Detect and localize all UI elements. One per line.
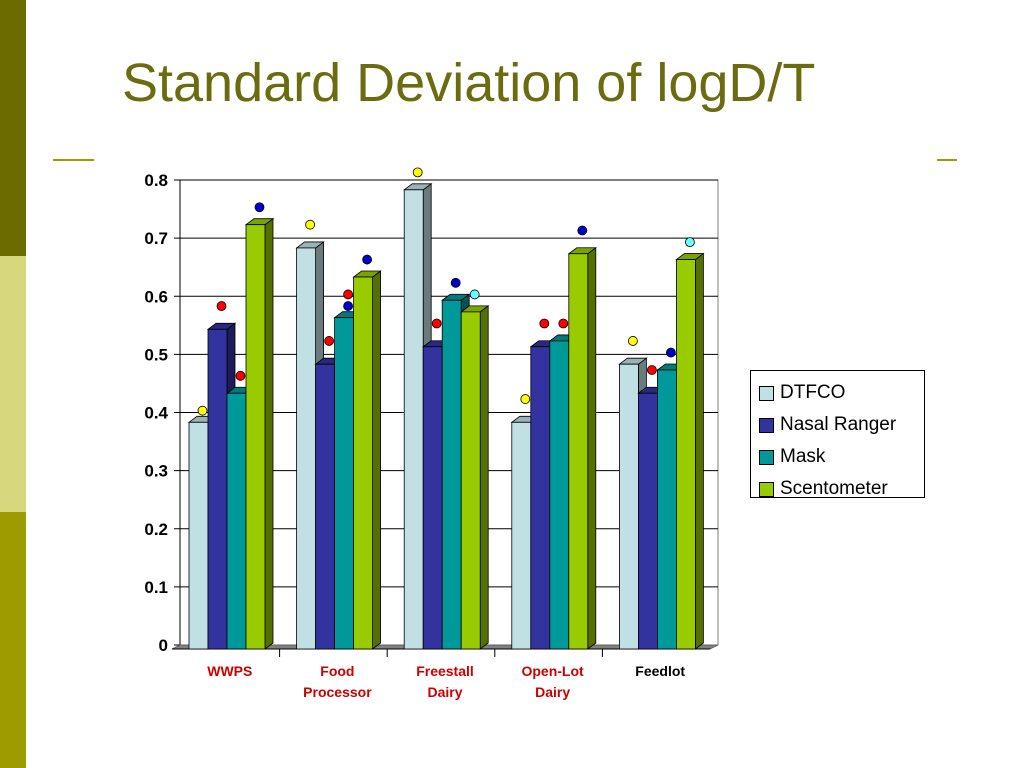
y-tick-label: 0.8 [144,171,168,190]
title-rule-right [937,159,957,161]
marker-dot [628,336,638,346]
bar-scentometer-3 [567,246,597,650]
marker-dot [305,219,316,230]
marker-dot [520,394,531,404]
marker-dot [324,336,335,346]
legend-item-scentometer: Scentometer [759,473,924,505]
bar-scentometer-1 [352,270,382,650]
marker-dot [431,318,442,329]
marker-dot [469,289,480,300]
marker-dot [666,347,676,358]
marker-dot [685,237,695,248]
marker-dot [216,301,227,311]
accent-bar-bottom [0,512,26,768]
marker-dot [647,365,657,375]
x-category-label: WWPS [207,663,252,679]
y-tick-label: 0.5 [144,345,168,364]
legend-label: Nasal Ranger [780,414,897,435]
x-category-label: Feedlot [635,663,685,679]
legend-item-nasal-ranger: Nasal Ranger [759,409,924,441]
x-category-label: Open-Lot Dairy [521,663,584,700]
marker-dot [450,277,461,288]
x-category-label: Freestall Dairy [416,663,474,700]
marker-dot [343,289,354,300]
legend-item-mask: Mask [759,441,924,473]
bar-scentometer-2 [460,305,490,650]
legend-swatch [759,481,774,497]
legend-swatch [759,417,774,433]
legend-label: Mask [780,446,826,467]
y-tick-label: 0.1 [144,578,168,597]
marker-dot [254,202,265,213]
marker-dot [539,318,550,329]
slide-title: Standard Deviation of logD/T [122,53,816,113]
marker-dot [343,301,354,311]
accent-bar-top [0,0,26,256]
legend-swatch [759,385,774,401]
bar-scentometer-0 [244,217,275,650]
marker-dot [235,370,246,381]
y-tick-label: 0.2 [144,520,168,539]
chart-legend: DTFCO Nasal Ranger Mask Scentometer [750,370,925,499]
title-rule-left [53,159,94,161]
legend-label: Scentometer [780,478,888,499]
accent-bar-middle [0,256,26,512]
x-category-label: Food Processor [303,663,372,700]
y-tick-label: 0 [159,636,168,655]
legend-item-dtfco: DTFCO [759,377,924,409]
y-tick-label: 0.6 [144,287,168,306]
marker-dot [362,254,373,265]
marker-dot [197,405,208,416]
y-tick-label: 0.4 [144,404,168,423]
legend-label: DTFCO [780,382,846,403]
marker-dot [558,318,569,329]
marker-dot [577,225,588,236]
y-tick-label: 0.7 [144,229,168,248]
marker-dot [412,167,423,178]
y-tick-label: 0.3 [144,462,168,481]
legend-swatch [759,449,774,465]
bar-scentometer-4 [675,252,705,650]
